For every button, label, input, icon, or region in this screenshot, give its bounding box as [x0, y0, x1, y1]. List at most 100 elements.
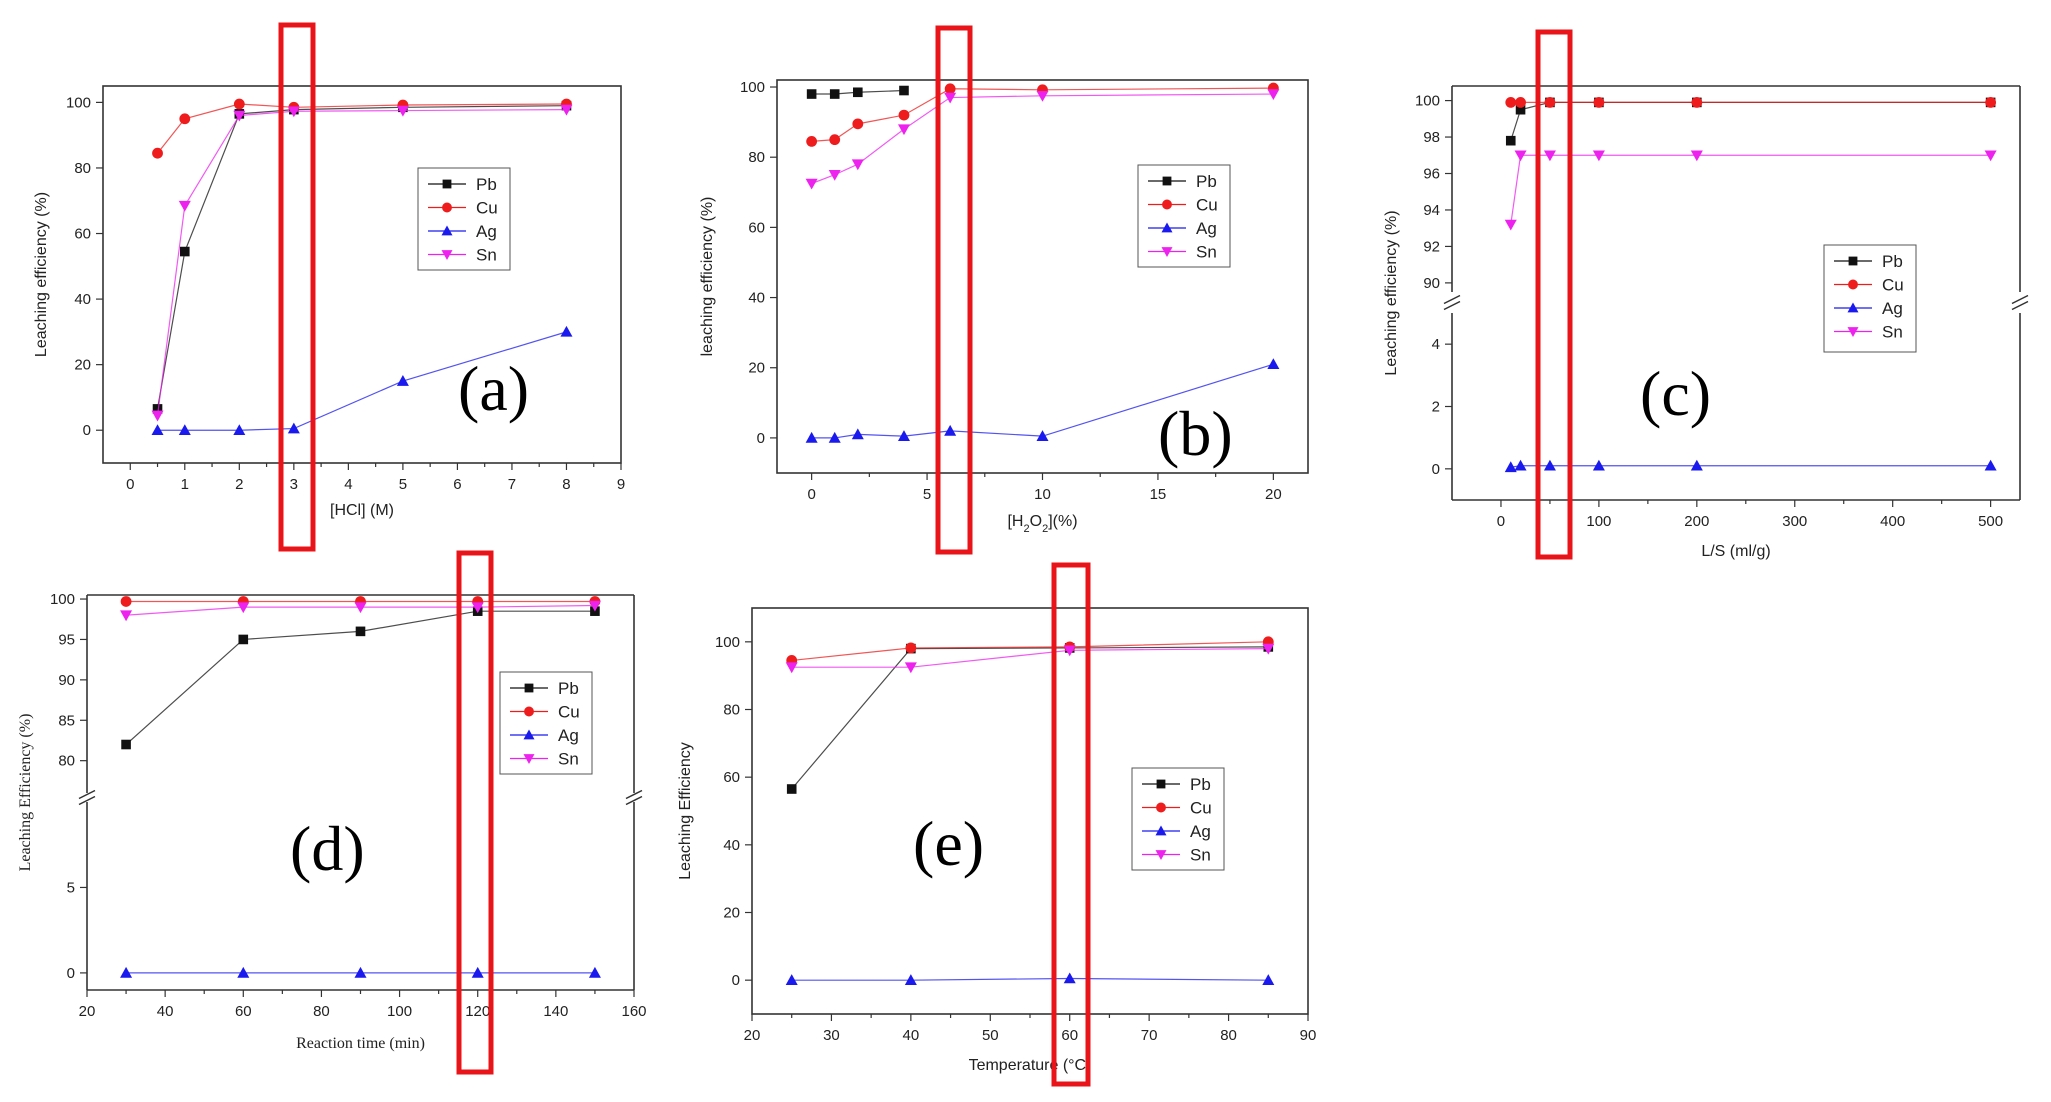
legend: Pb Cu Ag Sn [1137, 164, 1231, 268]
legend-box [499, 671, 593, 775]
data-point-ag [396, 375, 409, 386]
x-tick-label: 20 [79, 1003, 96, 1020]
data-point-pb [786, 784, 797, 794]
x-tick-label: 60 [1061, 1027, 1078, 1044]
data-point-cu [852, 118, 864, 130]
data-point-cu [120, 596, 132, 607]
data-point-cu [905, 642, 917, 654]
x-tick-label: 100 [1586, 513, 1611, 530]
legend-label-pb: Pb [1196, 172, 1217, 191]
axis-break-mark [1443, 294, 1461, 305]
data-point-cu [829, 134, 841, 146]
data-point-sn [151, 410, 164, 422]
data-point-cu [524, 706, 534, 717]
y-tick-label: 80 [723, 702, 740, 719]
data-point-pb [806, 89, 817, 99]
y-tick-label: 92 [1423, 238, 1440, 255]
highlight-box [1051, 562, 1091, 1087]
data-point-pb [442, 179, 452, 189]
axis-break-mark [625, 795, 643, 806]
data-point-sn [904, 662, 917, 674]
highlight-box [278, 22, 316, 552]
data-point-ag [851, 428, 864, 440]
data-point-sn [851, 159, 864, 171]
data-point-ag [441, 225, 453, 236]
series-sn [151, 104, 573, 422]
x-tick-label: 0 [1497, 513, 1505, 530]
data-point-sn [1161, 247, 1173, 257]
data-point-sn [560, 104, 573, 116]
x-tick-label: 0 [126, 476, 134, 493]
chart-panel-a: 0 1 2 3 4 5 6 7 8 9 0 20 40 60 80 100 [HCl] (M) Leaching … [33, 22, 625, 552]
data-point-sn [805, 178, 818, 190]
legend-label-ag: Ag [1882, 299, 1903, 318]
data-point-ag [233, 424, 246, 436]
data-point-sn [1514, 150, 1527, 162]
data-point-ag [354, 966, 367, 978]
x-tick-label: 50 [982, 1027, 999, 1044]
data-point-ag [1514, 459, 1527, 471]
data-point-pb [829, 89, 840, 99]
y-tick-label: 80 [58, 753, 75, 770]
x-axis-label: Temperature (°C) [969, 1057, 1092, 1074]
y-tick-label: 0 [67, 965, 75, 982]
legend-label-cu: Cu [1882, 276, 1904, 295]
data-point-pb [121, 739, 131, 750]
y-axis-label: Leaching efficiency (%) [33, 192, 50, 357]
data-point-cu [1162, 199, 1172, 210]
series-cu [786, 636, 1274, 666]
data-point-ag [897, 430, 910, 441]
data-point-cu [152, 147, 163, 159]
data-point-ag [178, 424, 191, 436]
data-point-sn [1690, 150, 1703, 162]
data-point-ag [120, 966, 133, 978]
y-tick-label: 20 [723, 905, 740, 922]
panel-label: (c) [1640, 358, 1711, 429]
legend-box [1823, 244, 1917, 353]
data-point-sn [828, 169, 841, 181]
legend-label-cu: Cu [1196, 196, 1218, 215]
x-axis-label: L/S (ml/g) [1701, 543, 1770, 560]
axis-break-mark [625, 789, 643, 800]
chart-panel-b: 0 5 10 15 20 0 20 40 60 80 100 [H2O2](%) leaching ef… [699, 25, 1309, 555]
y-tick-label: 4 [1432, 336, 1440, 353]
data-point-ag [287, 422, 300, 434]
data-point-ag [471, 966, 484, 978]
data-point-cu [442, 202, 452, 213]
data-point-ag [904, 974, 917, 985]
data-point-ag [1592, 459, 1605, 471]
data-point-sn [1543, 150, 1556, 162]
data-point-sn [120, 610, 133, 622]
x-tick-label: 2 [235, 476, 243, 493]
legend-label-sn: Sn [476, 246, 497, 265]
panel-label: (a) [458, 353, 529, 424]
legend: Pb Cu Ag Sn [1823, 244, 1917, 353]
data-point-ag [1155, 825, 1167, 836]
legend-label-ag: Ag [476, 222, 497, 241]
data-point-pb [853, 87, 863, 98]
data-point-pb [1848, 256, 1858, 266]
axis-break-mark [78, 795, 96, 806]
series-line-ag [157, 331, 567, 431]
data-point-sn [233, 110, 246, 122]
data-point-sn [1155, 850, 1167, 860]
series-line-pb [1510, 101, 1991, 141]
data-point-sn [1262, 643, 1275, 655]
x-tick-label: 500 [1978, 513, 2003, 530]
legend-box [417, 167, 511, 271]
data-point-ag [151, 424, 164, 436]
legend: Pb Cu Ag Sn [499, 671, 593, 775]
y-tick-label: 96 [1423, 166, 1440, 183]
series-line-pb [791, 646, 1269, 790]
x-axis-label: [H2O2](%) [1007, 513, 1077, 535]
legend-label-sn: Sn [558, 750, 579, 769]
x-tick-label: 140 [543, 1003, 568, 1020]
data-point-ag [1063, 972, 1076, 984]
data-point-ag [1161, 222, 1173, 233]
data-point-ag [1267, 358, 1280, 370]
legend-box [1131, 767, 1225, 871]
y-tick-label: 60 [748, 219, 765, 236]
y-axis-label: Leaching efficiency (%) [1383, 210, 1400, 375]
data-point-sn [1036, 90, 1049, 102]
y-tick-label: 85 [58, 712, 75, 729]
